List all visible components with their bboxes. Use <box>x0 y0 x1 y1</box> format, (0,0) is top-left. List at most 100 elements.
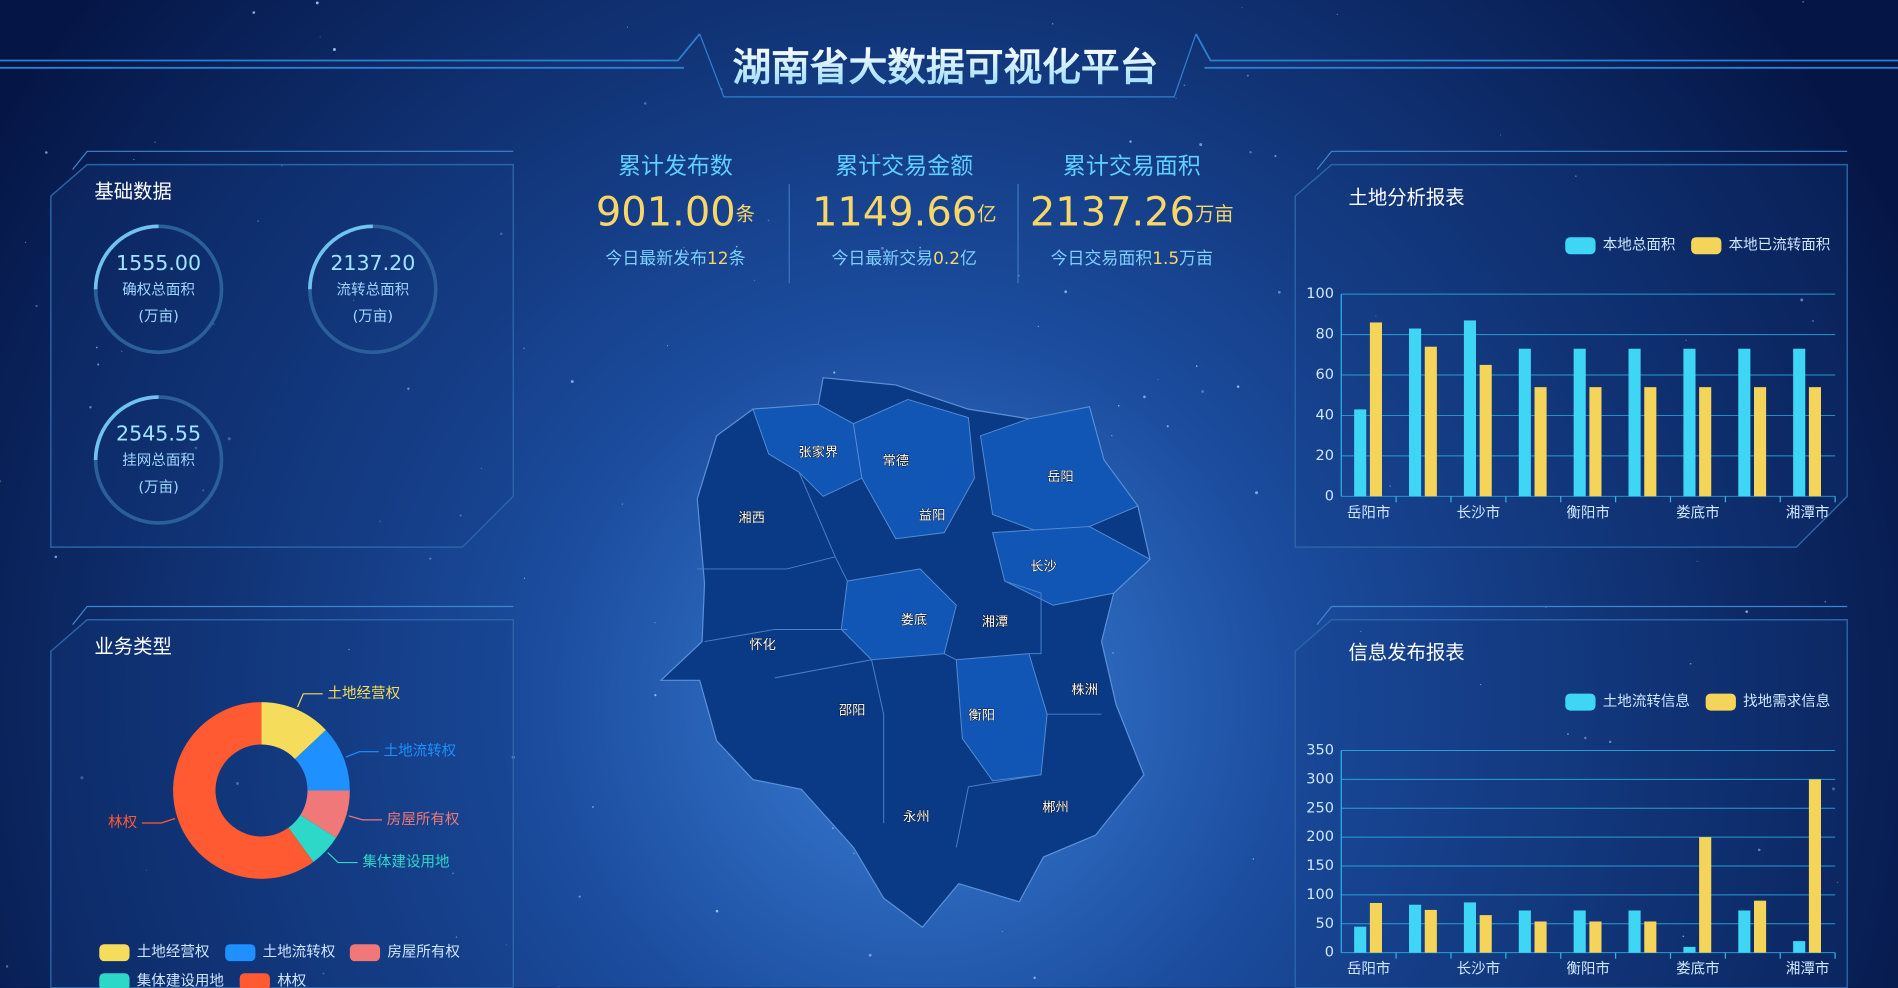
x-tick-label: 湘潭市 <box>1786 504 1830 521</box>
star <box>1689 662 1692 665</box>
ring-highlight <box>308 224 373 290</box>
star <box>1566 733 1570 736</box>
leader-line <box>296 693 323 708</box>
star <box>120 350 123 353</box>
leader-line <box>141 817 176 824</box>
panel-frame <box>50 163 514 548</box>
panel-frame <box>50 619 514 988</box>
bar <box>1369 902 1382 953</box>
basic-value: 1555.00 <box>116 251 201 275</box>
legend-label: 土地经营权 <box>137 944 210 961</box>
star <box>0 480 2 483</box>
stat-label: 累计发布数 <box>618 154 733 180</box>
star <box>1001 930 1003 933</box>
star <box>235 782 239 785</box>
star <box>5 965 9 968</box>
map <box>659 377 1151 929</box>
bar <box>1479 364 1492 497</box>
chart-title: 土地分析报表 <box>1348 186 1464 209</box>
map-region <box>991 526 1151 606</box>
star <box>1129 140 1132 143</box>
star <box>1037 325 1039 327</box>
bar <box>1699 387 1712 497</box>
star <box>451 872 454 875</box>
bar <box>1628 910 1641 953</box>
star <box>754 279 756 281</box>
star <box>591 805 594 808</box>
star <box>480 467 482 469</box>
x-tick-label: 娄底市 <box>1676 961 1720 978</box>
today-prefix: 今日交易面积 <box>1051 248 1153 268</box>
y-tick-label: 150 <box>1306 858 1334 874</box>
y-tick-label: 100 <box>1306 286 1334 302</box>
star <box>1183 84 1186 87</box>
star <box>1336 13 1338 16</box>
x-tick-label: 长沙市 <box>1457 504 1501 521</box>
star <box>523 347 525 350</box>
stat-value: 2137.26万亩 <box>1030 189 1234 235</box>
ring-highlight <box>93 224 159 290</box>
stat-label: 累计交易面积 <box>1063 154 1201 180</box>
map-region <box>752 403 863 497</box>
star <box>1033 976 1036 980</box>
legend-swatch <box>1565 237 1596 255</box>
star <box>626 26 629 28</box>
star <box>1375 315 1377 317</box>
y-tick-label: 200 <box>1306 829 1334 845</box>
legend-swatch <box>99 973 130 988</box>
star <box>1166 425 1169 428</box>
bar <box>1369 322 1382 497</box>
bar <box>1808 387 1821 497</box>
bar <box>1683 946 1696 953</box>
y-tick-label: 20 <box>1315 448 1333 464</box>
stat-unit: 条 <box>736 202 755 225</box>
star <box>133 158 135 161</box>
star <box>202 489 205 492</box>
bar <box>1644 387 1657 497</box>
star <box>735 245 738 248</box>
basic-value: 2137.20 <box>330 251 415 275</box>
star <box>1574 175 1577 178</box>
star <box>1236 385 1240 388</box>
legend-label: 林权 <box>277 973 307 988</box>
star <box>1831 787 1835 791</box>
today-prefix: 今日最新发布 <box>605 248 707 268</box>
star <box>1812 319 1814 322</box>
star <box>45 151 48 154</box>
stat-today: 今日最新交易0.2亿 <box>831 248 977 268</box>
x-tick-label: 衡阳市 <box>1566 961 1610 978</box>
star <box>683 246 685 249</box>
star <box>1143 395 1146 399</box>
star <box>1195 365 1198 367</box>
leader-line <box>327 852 358 864</box>
bar <box>1754 387 1767 497</box>
slice-label: 林权 <box>108 814 138 831</box>
star <box>1479 683 1482 686</box>
stat-today: 今日交易面积1.5万亩 <box>1051 248 1213 268</box>
star <box>1274 154 1277 158</box>
legend-swatch <box>225 944 256 962</box>
y-tick-label: 40 <box>1315 407 1333 423</box>
star <box>919 246 922 249</box>
stat-label: 累计交易金额 <box>835 154 973 180</box>
star <box>1199 143 1203 147</box>
bar <box>1793 941 1806 953</box>
region-label: 永州 <box>903 809 930 825</box>
today-unit: 亿 <box>960 248 977 268</box>
legend-label: 本地总面积 <box>1603 237 1676 254</box>
x-tick-label: 衡阳市 <box>1566 504 1610 521</box>
region-label: 长沙 <box>1030 559 1057 575</box>
star <box>407 387 410 390</box>
star <box>95 346 98 349</box>
region-label: 湘潭 <box>982 614 1009 630</box>
star <box>97 363 100 366</box>
star <box>455 936 458 938</box>
star <box>252 11 256 14</box>
star <box>1175 97 1177 99</box>
region-label: 益阳 <box>919 508 946 524</box>
bar <box>1754 900 1767 953</box>
star <box>227 437 231 441</box>
donut-slice <box>288 815 337 862</box>
legend-label: 土地流转权 <box>263 944 336 961</box>
bar <box>1518 910 1531 953</box>
